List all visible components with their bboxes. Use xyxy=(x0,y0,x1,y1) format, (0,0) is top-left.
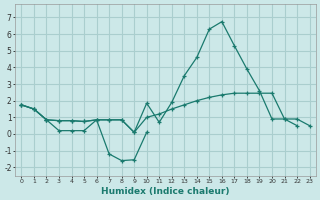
X-axis label: Humidex (Indice chaleur): Humidex (Indice chaleur) xyxy=(101,187,230,196)
